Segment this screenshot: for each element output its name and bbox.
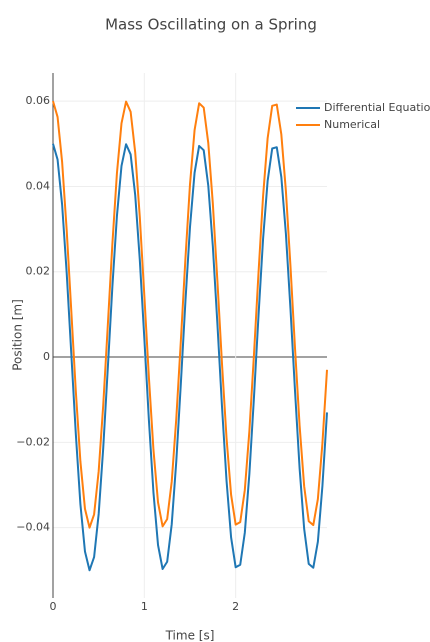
legend-label: Numerical [324, 118, 380, 131]
y-tick-label: 0.06 [26, 94, 51, 107]
x-tick-label: 1 [141, 600, 148, 613]
series-line [52, 100, 328, 529]
x-tick-label: 2 [232, 600, 239, 613]
legend-label: Differential Equation [324, 101, 430, 114]
series-line [52, 143, 328, 572]
chart-title: Mass Oscillating on a Spring [105, 16, 317, 34]
y-tick-label: −0.04 [16, 521, 50, 534]
x-tick-label: 0 [50, 600, 57, 613]
y-tick-label: 0 [43, 350, 50, 363]
y-tick-label: 0.04 [26, 179, 51, 192]
y-tick-label: −0.02 [16, 435, 50, 448]
x-axis-title: Time [s] [165, 629, 215, 642]
y-axis-title: Position [m] [11, 299, 25, 371]
y-tick-label: 0.02 [26, 265, 51, 278]
